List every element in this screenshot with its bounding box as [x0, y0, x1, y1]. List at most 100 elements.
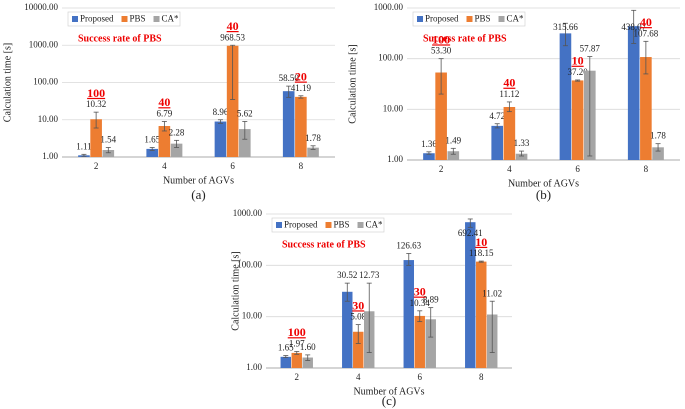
- value-label: 107.68: [634, 28, 659, 38]
- y-tick-label: 10.00: [383, 103, 404, 113]
- y-tick-label: 10.00: [38, 114, 59, 124]
- value-label: 10.32: [86, 99, 106, 109]
- value-label: 1.11: [76, 141, 91, 151]
- value-label: 1.49: [445, 135, 461, 145]
- legend-text: Proposed: [425, 14, 459, 24]
- annotation: Success rate of PBS: [423, 33, 507, 44]
- value-label: 1.36: [421, 139, 437, 149]
- value-label: 37.20: [568, 67, 589, 77]
- value-label: 126.63: [396, 241, 421, 251]
- bar: [476, 261, 487, 368]
- y-tick-label: 1.00: [42, 151, 58, 161]
- legend-swatch: [153, 16, 160, 22]
- caption: (a): [191, 187, 205, 202]
- legend-text: Proposed: [284, 220, 318, 230]
- success-rate: 10: [475, 235, 487, 249]
- value-label: 53.30: [431, 46, 452, 56]
- caption: (c): [382, 393, 396, 408]
- value-label: 6.79: [157, 109, 173, 119]
- value-label: 11.12: [499, 89, 519, 99]
- x-tick-label: 4: [507, 164, 512, 174]
- bar: [423, 153, 435, 160]
- bar: [414, 315, 425, 368]
- bar: [302, 357, 313, 368]
- y-axis-title: Calculation time [s]: [230, 251, 241, 330]
- value-label: 1.97: [289, 339, 305, 349]
- value-label: 5.62: [237, 109, 253, 119]
- bar: [465, 222, 476, 368]
- legend-swatch: [498, 16, 505, 22]
- bar: [90, 119, 102, 157]
- legend-text: Proposed: [80, 14, 114, 24]
- bar: [170, 143, 183, 157]
- bar: [353, 331, 364, 368]
- value-label: 8.96: [213, 107, 229, 117]
- x-tick-label: 6: [230, 161, 235, 171]
- x-tick-label: 6: [575, 164, 580, 174]
- bar: [295, 96, 307, 157]
- y-axis-title: Calculation time [s]: [2, 43, 13, 122]
- value-label: 1.78: [305, 133, 321, 143]
- success-rate: 40: [503, 76, 515, 90]
- value-label: 12.73: [359, 270, 380, 280]
- legend-text: PBS: [334, 220, 350, 230]
- bar: [239, 129, 251, 157]
- success-rate: 10: [572, 54, 584, 68]
- bar: [291, 352, 302, 368]
- value-label: 2.28: [169, 127, 185, 137]
- value-label: 1.54: [100, 135, 116, 145]
- y-tick-label: 1000.00: [29, 39, 59, 49]
- value-label: 10.34: [410, 298, 431, 308]
- legend-swatch: [276, 222, 282, 228]
- bar: [214, 121, 227, 157]
- x-tick-label: 4: [162, 161, 167, 171]
- y-tick-label: 1.00: [246, 362, 262, 372]
- value-label: 315.66: [553, 22, 578, 32]
- value-label: 4.72: [489, 111, 505, 121]
- x-tick-label: 4: [356, 372, 361, 382]
- success-rate: 40: [158, 95, 170, 109]
- bar: [102, 150, 115, 157]
- annotation: Success rate of PBS: [282, 239, 366, 250]
- chart-panel: 1.00 10.00 100.00 1000.00 Calculation time […: [347, 2, 680, 202]
- y-tick-label: 100.00: [237, 259, 262, 269]
- legend-text: PBS: [475, 14, 491, 24]
- y-tick-label: 1000.00: [233, 208, 263, 218]
- legend-swatch: [357, 222, 364, 228]
- x-tick-label: 8: [644, 164, 649, 174]
- legend-swatch: [466, 16, 473, 22]
- x-axis-title: Number of AGVs: [163, 175, 234, 186]
- success-rate: 40: [640, 15, 652, 29]
- value-label: 8.89: [423, 295, 439, 305]
- legend-swatch: [417, 16, 423, 22]
- success-rate: 20: [295, 70, 307, 84]
- success-rate: 100: [432, 32, 450, 46]
- bar: [307, 147, 319, 157]
- value-label: 58.50: [279, 73, 300, 83]
- bar: [627, 26, 640, 161]
- bar: [282, 91, 295, 157]
- bar: [425, 319, 436, 368]
- x-tick-label: 8: [299, 161, 304, 171]
- bar: [280, 356, 291, 368]
- bar: [571, 80, 584, 160]
- y-tick-label: 1000.00: [374, 2, 404, 12]
- value-label: 692.41: [458, 228, 483, 238]
- x-tick-label: 2: [94, 161, 99, 171]
- legend-text: CA*: [507, 14, 525, 24]
- bar: [503, 106, 516, 160]
- annotation: Success rate of PBS: [78, 33, 162, 44]
- y-tick-label: 1.00: [387, 154, 403, 164]
- bar: [447, 151, 460, 160]
- bar: [559, 33, 572, 160]
- value-label: 5.08: [350, 312, 366, 322]
- value-label: 118.15: [469, 248, 494, 258]
- bar: [491, 125, 503, 160]
- bar: [515, 153, 528, 160]
- y-tick-label: 10000.00: [24, 2, 58, 12]
- bar: [640, 57, 652, 160]
- value-label: 1.65: [278, 343, 294, 353]
- legend-swatch: [72, 16, 78, 22]
- value-label: 1.65: [144, 135, 160, 145]
